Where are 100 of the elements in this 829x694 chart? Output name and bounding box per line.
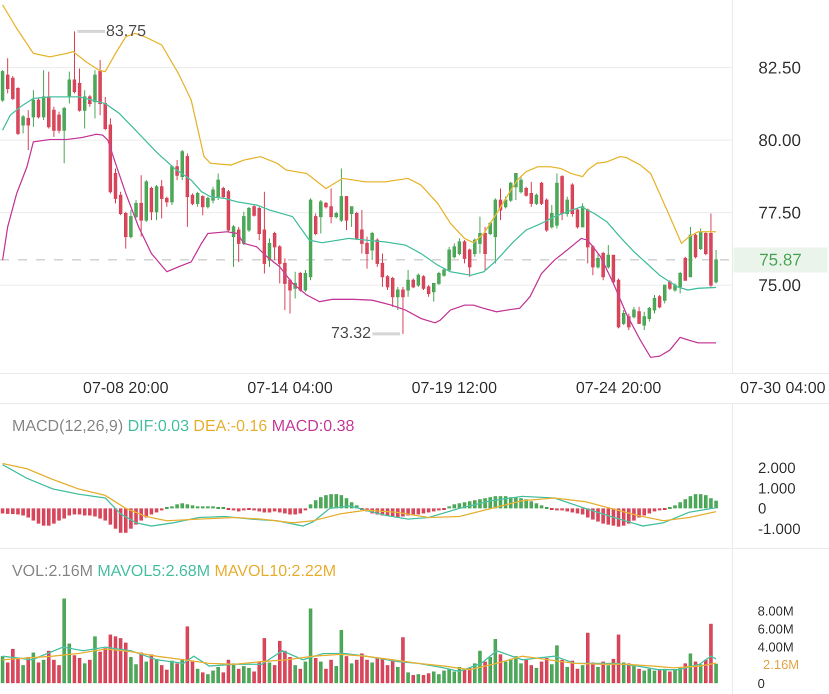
bar (632, 666, 636, 684)
annotation: MACD:0.38 (272, 418, 354, 435)
candlestick (616, 278, 620, 329)
bar (139, 652, 143, 684)
x-tick-label: 07-14 04:00 (247, 380, 333, 398)
text: MAVOL10:2.22M (214, 563, 336, 580)
candlestick (560, 174, 564, 221)
candlestick (232, 224, 236, 268)
y-tick-label: 1.000 (758, 480, 796, 498)
candlestick (714, 250, 718, 284)
candlestick (170, 164, 174, 206)
bar (616, 634, 620, 684)
text: DEA:-0.16 (193, 418, 268, 435)
candlestick (180, 149, 184, 181)
y-tick-label: 0 (758, 676, 765, 691)
candlestick (72, 30, 76, 94)
bar (534, 668, 538, 684)
candlestick (637, 306, 641, 324)
candlestick (129, 209, 133, 239)
bar (42, 660, 46, 684)
candlestick (154, 184, 158, 221)
candlestick (698, 228, 702, 251)
bar (144, 662, 148, 684)
candlestick (411, 278, 415, 289)
bar (93, 636, 97, 684)
text: MAVOL5:2.68M (97, 563, 210, 580)
candlestick (98, 60, 102, 116)
candlestick (78, 68, 82, 112)
candlestick (406, 270, 410, 298)
bar (21, 665, 25, 684)
candlestick (365, 236, 369, 270)
candlestick (298, 271, 302, 292)
bar (154, 658, 158, 684)
y-tick-label: 2.000 (758, 460, 796, 478)
series-label: VOL:2.16M (12, 563, 93, 580)
bar (308, 608, 312, 684)
candlestick (622, 310, 626, 326)
candlestick (57, 111, 61, 134)
candlestick (329, 188, 333, 224)
candlestick (93, 70, 97, 119)
candlestick (416, 273, 420, 288)
candlestick (134, 200, 138, 219)
candlestick (370, 231, 374, 261)
bar (350, 663, 354, 684)
bar (200, 672, 205, 684)
bar (175, 663, 179, 684)
candlestick (422, 274, 426, 291)
candlestick (268, 238, 272, 268)
bar (304, 662, 308, 684)
candlestick (534, 192, 538, 206)
candlestick (396, 286, 400, 311)
candlestick (62, 106, 66, 164)
candlestick (314, 212, 318, 236)
annotation: 73.32 (331, 325, 372, 342)
candlestick (324, 201, 328, 210)
candlestick (350, 206, 354, 228)
candlestick (662, 284, 666, 304)
candlestick (606, 244, 610, 270)
bar (401, 637, 405, 684)
candlestick (21, 114, 25, 134)
text: DIF:0.03 (128, 418, 190, 435)
bar (606, 665, 610, 684)
y-tick-label: 75.00 (758, 276, 801, 296)
annotation: 2.16M (763, 657, 800, 672)
bar (658, 670, 662, 684)
candlestick (580, 202, 584, 228)
candlestick (304, 270, 308, 292)
candlestick (206, 196, 210, 210)
y-tick-label: 82.50 (758, 58, 801, 78)
candlestick (68, 71, 72, 104)
candlestick (565, 196, 569, 218)
bar (268, 662, 272, 684)
candlestick (401, 286, 405, 334)
candlestick (658, 294, 662, 309)
candlestick (319, 200, 323, 234)
candlestick (596, 253, 600, 270)
candlestick (288, 278, 292, 314)
bar (82, 663, 86, 684)
bar (416, 674, 420, 684)
bar (293, 665, 297, 684)
bar (668, 671, 672, 684)
candlestick (694, 232, 698, 259)
bar (314, 658, 318, 684)
candlestick (684, 256, 688, 281)
bar (580, 665, 584, 684)
candlestick (344, 196, 348, 231)
x-tick-label: 07-24 20:00 (576, 380, 662, 398)
candlestick (612, 254, 616, 284)
bar (170, 660, 174, 684)
bar (196, 668, 200, 684)
candlestick (519, 176, 523, 194)
bar (483, 662, 487, 684)
bar (560, 660, 564, 684)
candlestick (201, 194, 205, 216)
text: MACD(12,26,9) (12, 418, 124, 435)
y-tick-label: 0 (758, 500, 766, 518)
candlestick (32, 90, 36, 128)
bar (0, 656, 4, 684)
bar (236, 668, 240, 684)
bar (406, 672, 410, 684)
